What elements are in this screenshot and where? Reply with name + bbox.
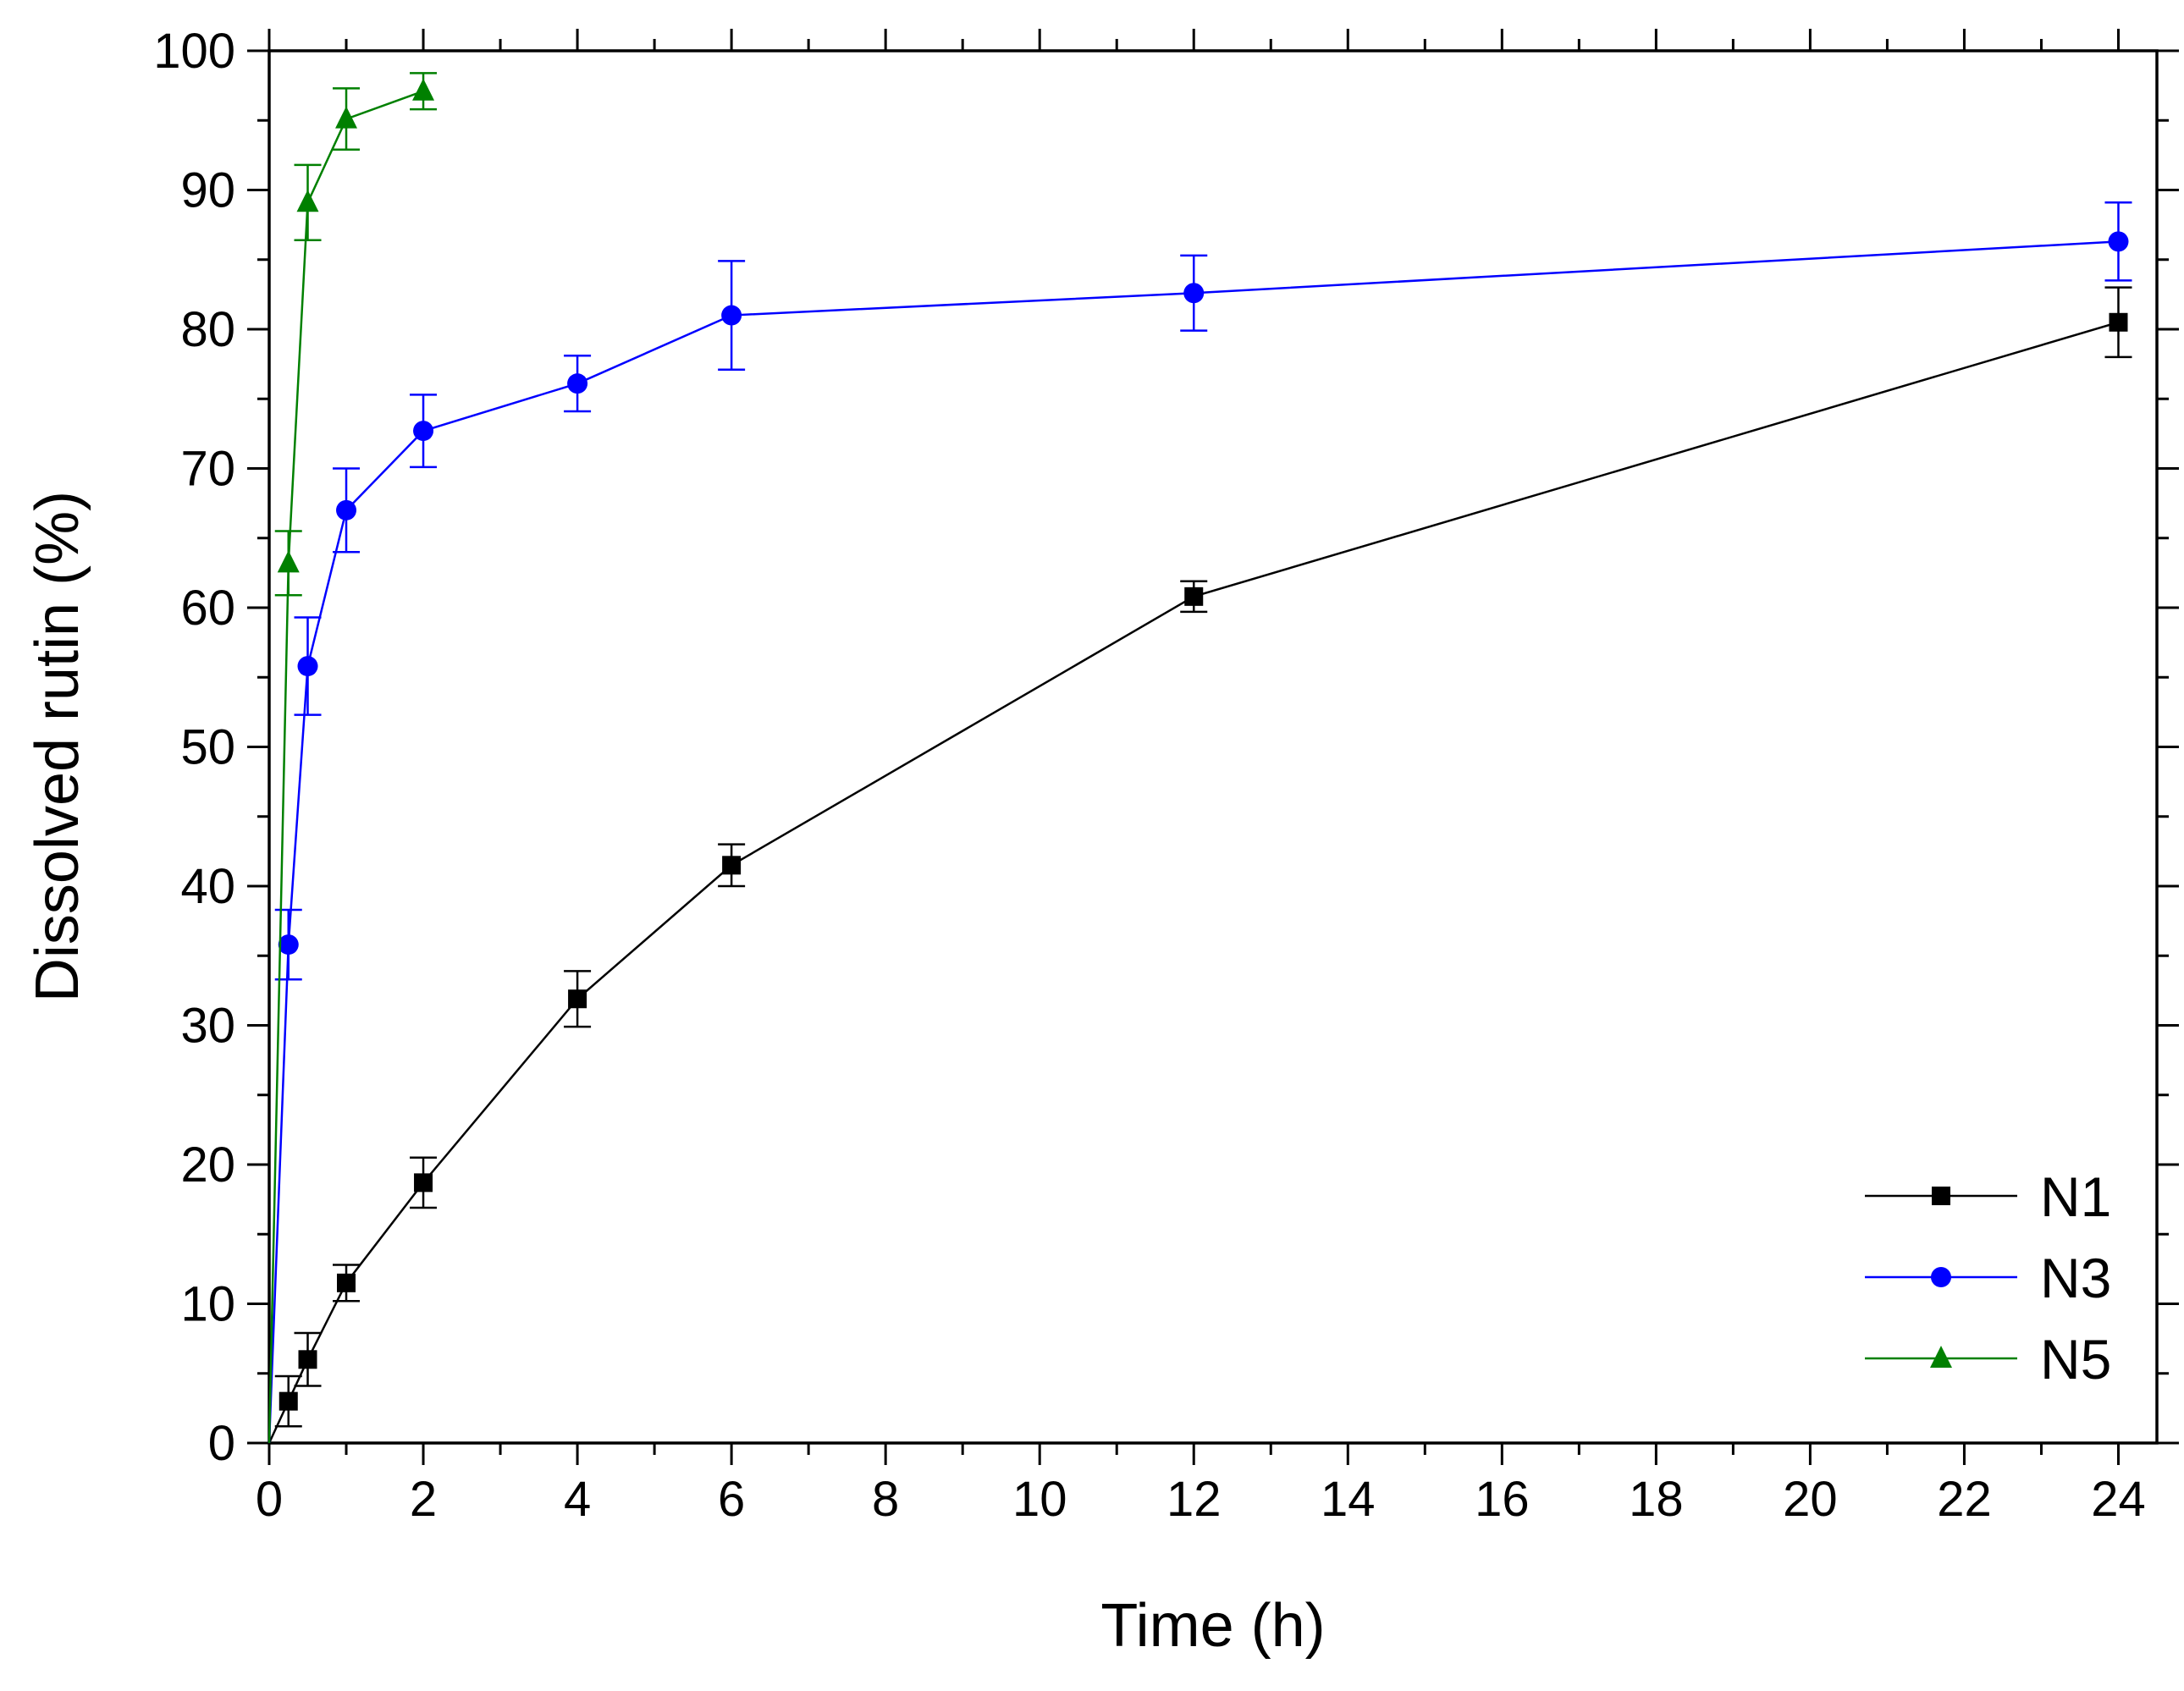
legend-label: N3 — [2040, 1247, 2111, 1309]
series-line — [267, 90, 424, 1444]
y-tick-label: 80 — [180, 302, 235, 357]
series-n1 — [267, 286, 2132, 1444]
data-point — [412, 78, 435, 101]
y-tick-label: 70 — [180, 442, 235, 497]
x-axis-title: Time (h) — [1100, 1592, 1325, 1660]
y-tick-label: 30 — [180, 999, 235, 1054]
data-point — [335, 106, 358, 129]
legend-label: N5 — [2040, 1328, 2111, 1391]
x-tick-label: 0 — [256, 1472, 283, 1527]
y-tick-label: 100 — [153, 24, 235, 79]
x-tick-label: 22 — [1937, 1472, 1992, 1527]
legend-item-n3: N3 — [1865, 1247, 2111, 1309]
series-line — [267, 321, 2119, 1444]
x-axis-ticks: 0 2 4 6 8 10 12 14 16 18 20 22 24 — [256, 29, 2146, 1527]
series-n5 — [267, 72, 438, 1444]
legend-marker — [1931, 1267, 1951, 1287]
x-tick-label: 4 — [564, 1472, 591, 1527]
x-tick-label: 20 — [1783, 1472, 1838, 1527]
data-point — [337, 1273, 356, 1292]
legend-marker — [1932, 1187, 1950, 1205]
data-point — [278, 934, 299, 956]
series-layer — [267, 72, 2132, 1444]
x-tick-label: 6 — [718, 1472, 745, 1527]
data-point — [1183, 283, 1205, 304]
data-point — [721, 305, 742, 326]
legend: N1 N3 N5 — [1865, 1165, 2111, 1391]
data-point — [336, 499, 357, 521]
data-point — [279, 1391, 298, 1411]
legend-item-n1: N1 — [1865, 1165, 2111, 1228]
data-point — [568, 989, 587, 1009]
x-tick-label: 8 — [872, 1472, 899, 1527]
data-point — [567, 373, 588, 394]
x-tick-label: 24 — [2091, 1472, 2146, 1527]
y-tick-label: 50 — [180, 720, 235, 775]
legend-item-n5: N5 — [1865, 1328, 2111, 1391]
data-point — [298, 1350, 317, 1369]
y-axis-title: Dissolved rutin (%) — [24, 491, 91, 1002]
x-tick-label: 2 — [410, 1472, 437, 1527]
data-point — [722, 856, 742, 875]
x-tick-label: 16 — [1475, 1472, 1530, 1527]
data-point — [297, 656, 318, 677]
data-point — [414, 1173, 433, 1193]
y-tick-label: 60 — [180, 581, 235, 636]
x-tick-label: 12 — [1166, 1472, 1222, 1527]
data-point — [413, 421, 434, 442]
data-point — [277, 550, 300, 573]
y-tick-label: 40 — [180, 859, 235, 914]
y-tick-label: 10 — [180, 1277, 235, 1332]
x-tick-label: 10 — [1012, 1472, 1067, 1527]
data-point — [2108, 231, 2129, 252]
y-tick-label: 0 — [208, 1416, 235, 1471]
x-tick-label: 14 — [1321, 1472, 1376, 1527]
data-point — [296, 190, 319, 212]
x-tick-label: 18 — [1629, 1472, 1684, 1527]
data-point — [2109, 312, 2128, 332]
y-tick-label: 20 — [180, 1137, 235, 1193]
plot-frame — [267, 49, 2159, 1445]
series-n3 — [267, 201, 2132, 1444]
legend-label: N1 — [2040, 1165, 2111, 1228]
y-axis-ticks: 0 10 20 30 40 50 60 70 80 90 100 — [153, 24, 2179, 1471]
y-tick-label: 90 — [180, 163, 235, 218]
data-point — [1184, 587, 1204, 606]
series-line — [267, 240, 2119, 1444]
legend-marker — [1930, 1346, 1952, 1368]
